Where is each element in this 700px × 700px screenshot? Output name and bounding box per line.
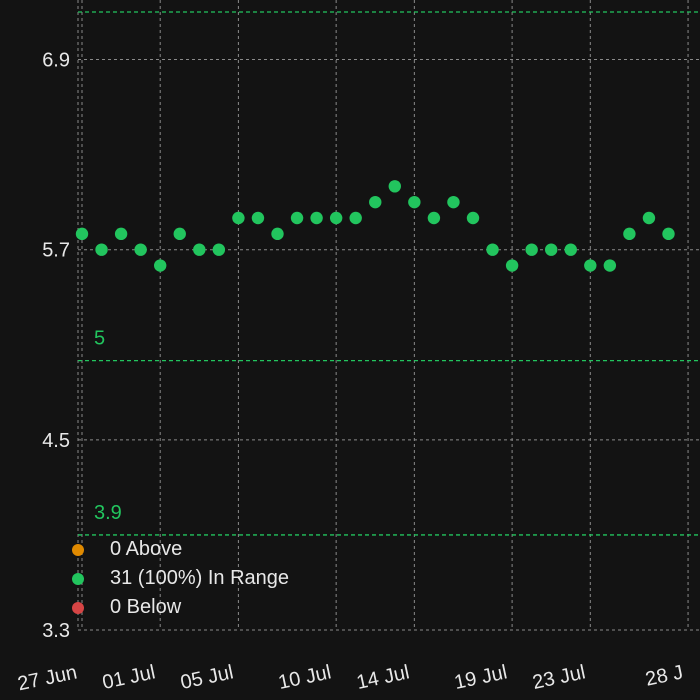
data-point: [75, 227, 89, 241]
legend: 0 Above 31 (100%) In Range 0 Below: [72, 535, 289, 622]
legend-item-above: 0 Above: [72, 535, 289, 564]
legend-below-label: 0 Below: [110, 596, 182, 618]
legend-above-dot: [72, 543, 84, 556]
data-point: [271, 227, 284, 241]
data-point: [154, 259, 167, 272]
data-point: [603, 259, 617, 272]
x-tick-label: 27 Jun: [16, 661, 79, 695]
legend-above-label: 0 Above: [110, 538, 183, 560]
data-point: [212, 243, 226, 256]
data-point: [525, 243, 538, 256]
data-point: [642, 211, 656, 225]
data-point: [369, 195, 382, 209]
data-point: [564, 243, 577, 256]
data-point: [486, 243, 499, 256]
data-point: [251, 211, 265, 225]
data-point: [349, 211, 362, 225]
data-point: [232, 211, 245, 225]
x-tick-label: 28 J: [644, 661, 686, 690]
data-point: [447, 195, 460, 209]
x-tick-label: 01 Jul: [100, 661, 157, 694]
legend-item-in-range: 31 (100%) In Range: [72, 564, 289, 593]
data-point: [173, 227, 186, 241]
data-point: [427, 211, 441, 225]
data-point: [388, 180, 401, 193]
x-tick-label: 05 Jul: [179, 661, 236, 694]
data-point: [329, 211, 343, 225]
x-tick-label: 23 Jul: [531, 661, 588, 694]
data-point: [662, 227, 675, 241]
legend-in-range-dot: [72, 572, 84, 585]
data-point: [408, 195, 421, 209]
data-point: [310, 211, 323, 225]
legend-item-below: 0 Below: [72, 593, 289, 622]
data-point: [505, 259, 519, 272]
x-tick-label: 10 Jul: [276, 661, 333, 694]
x-tick-label: 19 Jul: [452, 661, 509, 694]
y-tick-label: 5.7: [42, 240, 70, 262]
y-tick-label: 3.3: [42, 620, 70, 642]
data-point: [134, 243, 147, 256]
y-tick-label: 6.9: [42, 50, 70, 72]
legend-in-range-label: 31 (100%) In Range: [110, 567, 290, 589]
data-point: [193, 243, 206, 256]
legend-below-dot: [72, 601, 84, 614]
data-point: [114, 227, 128, 241]
data-point: [95, 243, 108, 256]
reference-line-label: 5: [94, 328, 105, 350]
data-point: [466, 211, 480, 225]
data-point: [584, 259, 597, 272]
data-point: [545, 243, 558, 256]
data-point: [623, 227, 636, 241]
y-tick-label: 4.5: [42, 430, 70, 452]
x-tick-label: 14 Jul: [355, 661, 412, 694]
data-point: [290, 211, 304, 225]
reference-line-label: 3.9: [94, 502, 122, 524]
